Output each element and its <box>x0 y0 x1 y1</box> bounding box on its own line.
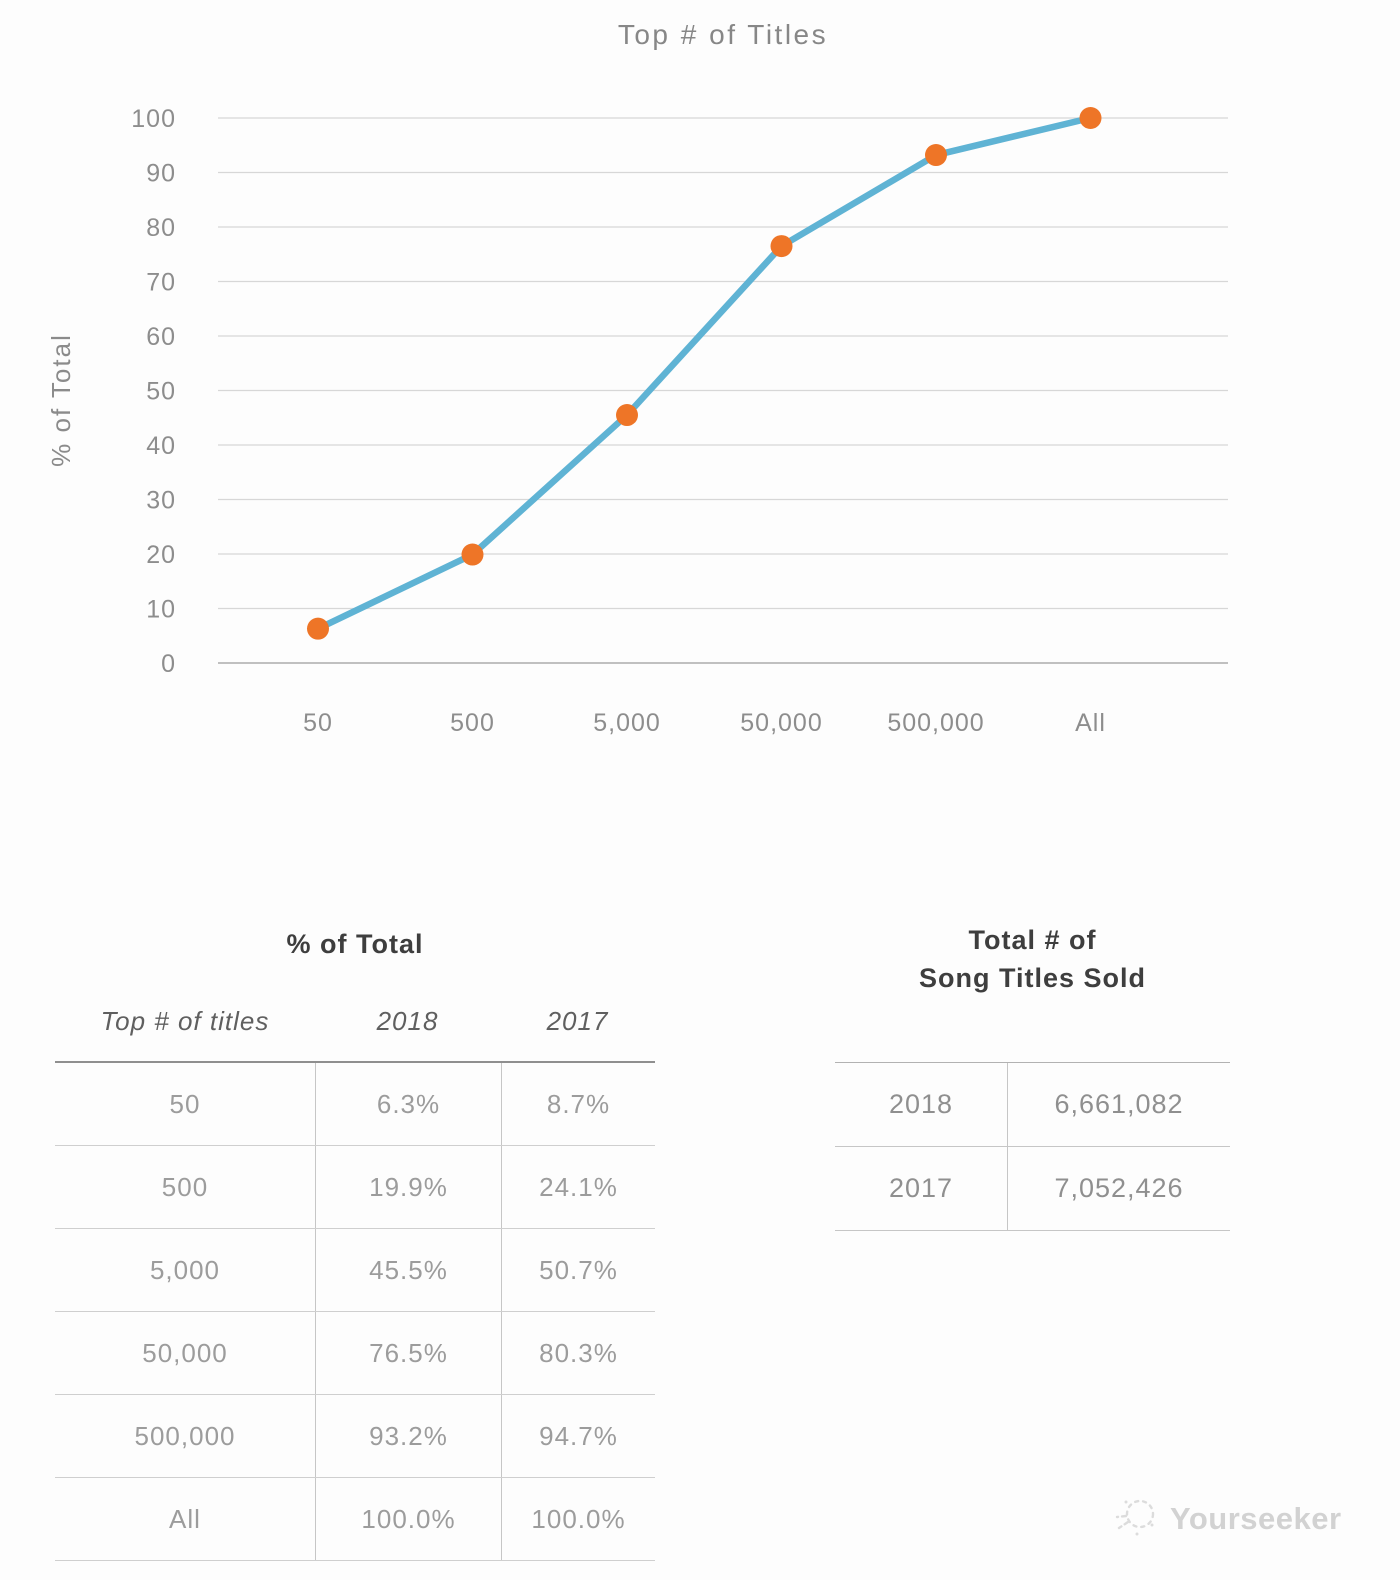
song-titles-sold-table: Total # of Song Titles Sold 2018 6,661,08… <box>835 905 1230 1231</box>
y-tick-label: 70 <box>146 269 176 297</box>
table-cell: 93.2% <box>315 1395 501 1477</box>
table-cell: 100.0% <box>315 1478 501 1560</box>
data-point <box>461 543 484 566</box>
table-cell: 6.3% <box>315 1063 501 1145</box>
percent-table-title: % of Total <box>286 929 424 959</box>
y-tick-label: 30 <box>146 487 176 515</box>
table-cell: 5,000 <box>149 1254 221 1285</box>
percent-of-total-table: % of Total Top # of titles 2018 2017 50 6… <box>55 905 655 1561</box>
column-header-2018: 2018 <box>376 1005 439 1036</box>
y-tick-label: 40 <box>146 432 176 460</box>
series-line <box>314 114 1094 632</box>
x-tick-label: 50,000 <box>740 709 822 737</box>
table-cell: 19.9% <box>315 1146 501 1228</box>
x-tick-label: 500 <box>450 709 495 737</box>
percent-table-body: 50 6.3% 8.7% 500 19.9% 24.1% 5,000 45.5% 50.7% 50… <box>55 1061 655 1561</box>
table-cell: 50.7% <box>501 1229 655 1311</box>
table-cell: 80.3% <box>501 1312 655 1394</box>
x-tick-label: 5,000 <box>593 709 661 737</box>
table-cell: 8.7% <box>501 1063 655 1145</box>
table-row: 50,000 76.5% 80.3% <box>55 1312 655 1395</box>
table-row: All 100.0% 100.0% <box>55 1478 655 1561</box>
song-titles-sold-body: 2018 6,661,082 2017 7,052,426 <box>835 1062 1230 1231</box>
year-cell: 2017 <box>888 1173 954 1203</box>
year-cell: 2018 <box>888 1089 954 1119</box>
y-tick-label: 10 <box>146 596 176 624</box>
table-row: 2018 6,661,082 <box>835 1063 1230 1147</box>
yourseeker-logo-icon <box>1112 1492 1160 1545</box>
table-cell: 45.5% <box>315 1229 501 1311</box>
column-header-2017: 2017 <box>546 1005 609 1036</box>
table-cell: 50 <box>169 1088 201 1119</box>
x-tick-labels: 50 500 5,000 50,000 500,000 All <box>303 709 1106 737</box>
line-chart: Top # of Titles % of Total 0 10 20 30 40 50 60… <box>46 19 1228 737</box>
table-row: 500,000 93.2% 94.7% <box>55 1395 655 1478</box>
table-cell: 500 <box>161 1171 209 1202</box>
chart-title: Top # of Titles <box>618 19 828 50</box>
y-tick-label: 80 <box>146 214 176 242</box>
table-cell: All <box>169 1503 201 1534</box>
table-cell: 76.5% <box>315 1312 501 1394</box>
data-point <box>925 144 947 167</box>
y-tick-label: 60 <box>146 323 176 351</box>
gridlines <box>218 117 1228 664</box>
watermark-text: Yourseeker <box>1170 1500 1342 1536</box>
song-titles-sold-title: Total # of Song Titles Sold <box>918 925 1147 993</box>
y-tick-label: 90 <box>146 160 176 188</box>
table-cell: 24.1% <box>501 1146 655 1228</box>
table-row: 500 19.9% 24.1% <box>55 1146 655 1229</box>
percent-table-header: Top # of titles 2018 2017 <box>55 1000 655 1042</box>
y-axis-title: % of Total <box>46 333 76 467</box>
table-cell: 500,000 <box>134 1420 236 1451</box>
table-row: 5,000 45.5% 50.7% <box>55 1229 655 1312</box>
total-cell: 6,661,082 <box>1007 1063 1230 1146</box>
table-row: 50 6.3% 8.7% <box>55 1063 655 1146</box>
table-cell: 100.0% <box>501 1478 655 1560</box>
watermark: Yourseeker <box>1112 1492 1342 1545</box>
table-row: 2017 7,052,426 <box>835 1147 1230 1231</box>
data-point <box>1079 107 1102 129</box>
y-tick-label: 20 <box>146 541 176 569</box>
x-tick-label: 50 <box>303 709 333 737</box>
x-tick-label: All <box>1075 709 1106 737</box>
data-point <box>770 235 793 258</box>
table-cell: 94.7% <box>501 1395 655 1477</box>
data-series <box>307 107 1102 640</box>
y-tick-labels: 0 10 20 30 40 50 60 70 80 90 100 <box>131 105 176 678</box>
total-cell: 7,052,426 <box>1007 1147 1230 1230</box>
data-point <box>307 617 329 640</box>
column-header-top-titles: Top # of titles <box>100 1005 270 1036</box>
x-tick-label: 500,000 <box>887 709 984 737</box>
data-point <box>616 404 638 427</box>
y-tick-label: 100 <box>131 105 176 133</box>
y-tick-label: 0 <box>161 650 176 678</box>
table-cell: 50,000 <box>142 1337 228 1368</box>
y-tick-label: 50 <box>146 378 176 406</box>
